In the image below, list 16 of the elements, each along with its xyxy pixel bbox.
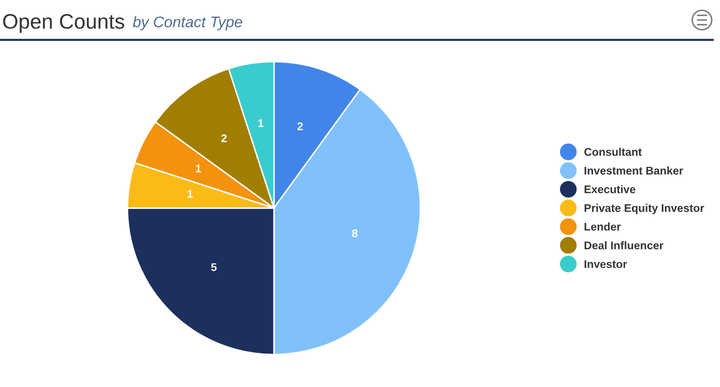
data-label: 2 [221,134,227,142]
legend-label: Lender [584,222,621,231]
chart-subtitle: by Contact Type [132,16,242,30]
data-label: 2 [298,122,303,130]
chart-title: Open Counts [3,14,124,33]
legend-label: Investment Banker [584,166,684,175]
legend-label: Private Equity Investor [584,204,704,214]
legend-label: Deal Influencer [584,241,664,250]
legend-label: Executive [584,185,636,194]
data-label: 1 [196,164,202,172]
data-label: 1 [188,190,193,198]
data-label: 5 [211,263,217,272]
legend-label: Consultant [584,148,642,156]
data-label: 1 [258,119,264,127]
legend-label: Investor [584,260,627,268]
data-label: 8 [352,229,358,238]
